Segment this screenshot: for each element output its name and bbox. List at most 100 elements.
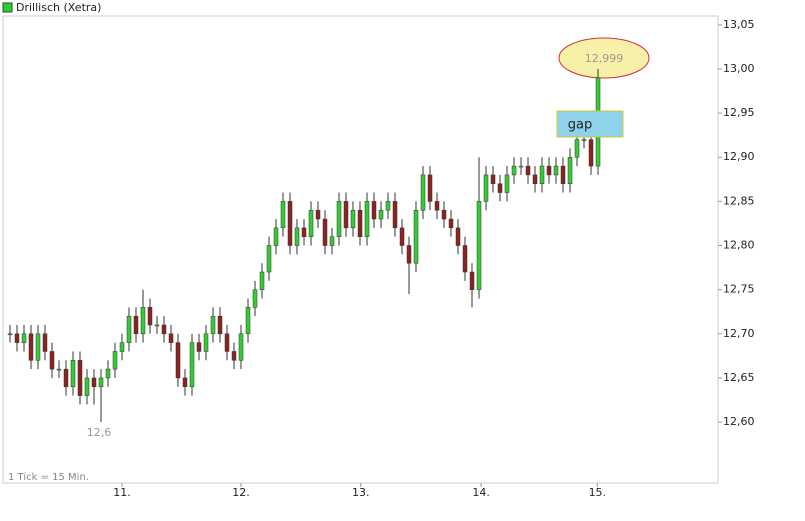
candle-body [525,165,531,176]
candle-body [546,165,552,176]
candle-body [315,209,321,220]
candle-body [231,351,237,361]
candle-body [280,201,286,229]
candle-body [203,333,209,352]
candle-body [77,360,83,396]
legend-label: Drillisch (Xetra) [16,1,101,14]
candle-body [98,377,104,388]
y-tick-label: 12,80 [723,239,755,252]
candle-body [574,139,580,158]
candle-body [49,351,55,370]
candle-body [119,342,125,352]
y-tick-label: 12,70 [723,327,755,340]
candle-body [14,333,20,343]
candle-body [518,165,524,168]
candle-body [532,174,538,184]
candle-body [588,139,594,167]
candle-body [259,271,265,290]
candle-body [252,289,258,308]
candle-body [7,333,13,336]
candle-body [63,368,69,388]
candle-body [105,368,111,379]
candle-body [427,174,433,202]
interval-note: 1 Tick = 15 Min. [8,472,89,483]
candle-body [126,315,132,343]
candle-body [357,209,363,237]
high-label: 12,999 [585,52,624,65]
candle-body [112,351,118,370]
candle-body [189,342,195,388]
candle-body [182,377,188,388]
x-tick-label: 13. [352,486,370,499]
candle-body [497,183,503,193]
candle-body [266,245,272,273]
candle-body [84,377,90,396]
candle-body [455,227,461,246]
candle-body [147,307,153,326]
y-tick-label: 12,90 [723,150,755,163]
candle-body [35,333,41,361]
x-tick-label: 14. [472,486,490,499]
candle-body [217,315,223,335]
y-tick-label: 12,60 [723,415,755,428]
y-tick-label: 12,95 [723,106,755,119]
candle-body [140,307,146,335]
candle-body [539,165,545,184]
candle-body [406,245,412,264]
candle-body [224,333,230,352]
y-tick-label: 12,65 [723,371,755,384]
candle-body [434,201,440,211]
candle-body [161,324,167,335]
candle-body [567,156,573,184]
candle-body [245,307,251,335]
y-tick-label: 13,05 [723,18,755,31]
legend-swatch [2,2,13,13]
candle-body [154,324,160,327]
candle-body [364,201,370,237]
candle-body [420,174,426,211]
candle-body [336,201,342,237]
candle-body [462,245,468,273]
candle-body [308,209,314,237]
candle-body [196,342,202,352]
candle-body [399,227,405,246]
candle-body [56,368,62,371]
candle-body [378,209,384,220]
candle-body [441,209,447,220]
candle-body [133,315,139,335]
x-tick-label: 12. [232,486,250,499]
low-label: 12,6 [87,426,112,439]
candle-body [21,333,27,343]
x-tick-label: 15. [589,486,607,499]
candle-body [476,201,482,290]
y-tick-label: 13,00 [723,62,755,75]
candle-body [42,333,48,352]
candle-body [91,377,97,388]
candle-body [301,227,307,237]
candle-body [287,201,293,246]
candle-body [385,201,391,211]
candle-body [343,201,349,229]
x-tick-label: 11. [113,486,131,499]
candle-body [469,271,475,290]
candle-body [175,342,181,379]
candle-body [322,218,328,246]
high-highlight [558,37,650,79]
candle-body [273,227,279,246]
y-tick-label: 12,75 [723,283,755,296]
candle-body [238,333,244,361]
gap-box [556,110,624,138]
candle-body [371,201,377,220]
candle-body [70,360,76,388]
candle-body [168,333,174,343]
candle-body [490,174,496,184]
candle-body [28,333,34,361]
candle-body [504,174,510,193]
candle-body [553,165,559,176]
candle-body [294,227,300,246]
candle-body [560,165,566,184]
plot-area [2,15,719,484]
y-tick-label: 12,85 [723,194,755,207]
candle-body [210,315,216,335]
